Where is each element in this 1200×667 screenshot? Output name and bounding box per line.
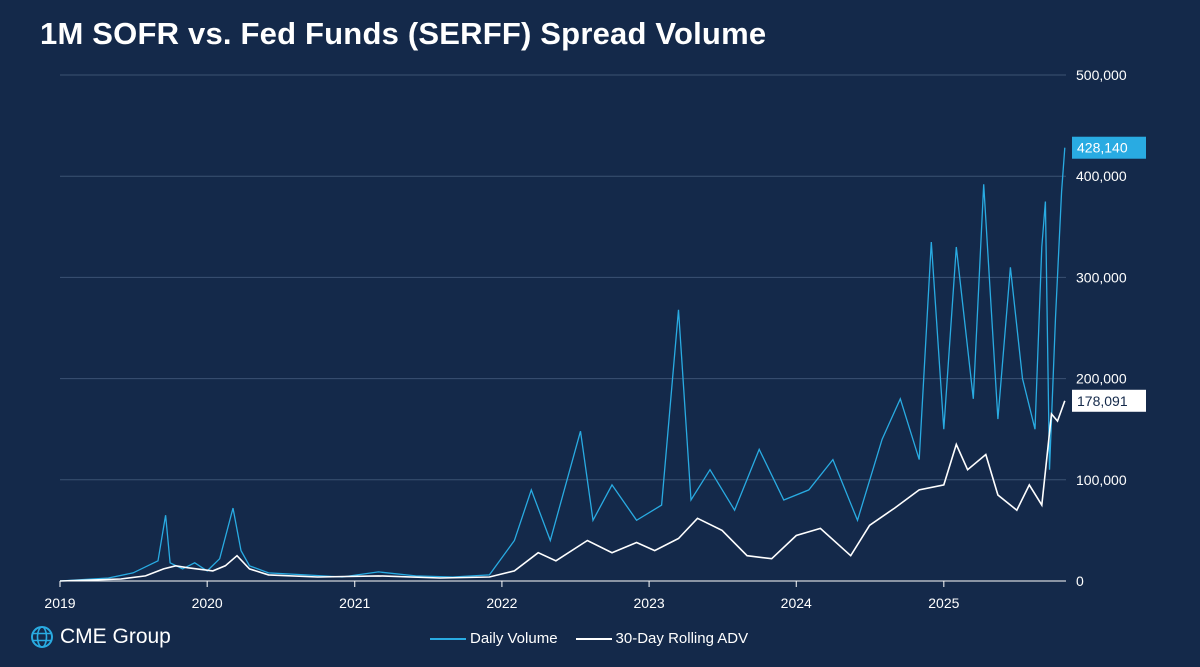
legend-label-rolling-adv: 30-Day Rolling ADV	[615, 630, 749, 647]
chart-title: 1M SOFR vs. Fed Funds (SERFF) Spread Vol…	[40, 16, 767, 51]
grid-lines	[60, 74, 1066, 481]
x-tick-label: 2022	[486, 595, 517, 611]
x-tick-label: 2019	[44, 595, 75, 611]
rolling-adv-last-value: 178,091	[1077, 393, 1128, 409]
legend-swatch-daily-volume	[430, 637, 466, 640]
y-tick-label: 500,000	[1076, 67, 1127, 83]
globe-icon	[31, 626, 53, 648]
x-tick-label: 2024	[781, 595, 812, 611]
y-tick-label: 100,000	[1076, 472, 1127, 488]
y-tick-label: 0	[1076, 573, 1084, 589]
callout-background	[1072, 389, 1146, 412]
legend-item-rolling-adv: 30-Day Rolling ADV	[575, 630, 749, 647]
rolling-adv-last-value-callout: 178,091	[1072, 389, 1146, 412]
x-tick-label: 2025	[928, 595, 959, 611]
chart-legend: Daily Volume 30-Day Rolling ADV	[430, 630, 748, 647]
legend-swatch-rolling-adv	[575, 637, 612, 640]
x-tick-label: 2020	[192, 595, 223, 611]
y-tick-label: 200,000	[1076, 371, 1127, 387]
rolling-adv-series	[59, 400, 1066, 582]
brand-name: CME Group	[60, 625, 171, 648]
daily-volume-last-value-callout: 428,140	[1072, 136, 1146, 159]
x-tick-label: 2021	[339, 595, 370, 611]
daily-volume-last-value: 428,140	[1077, 140, 1128, 156]
cme-group-logo: CME Group	[30, 625, 171, 649]
legend-item-daily-volume: Daily Volume	[430, 630, 558, 647]
y-tick-label: 300,000	[1076, 269, 1127, 285]
legend-label-daily-volume: Daily Volume	[470, 630, 558, 647]
daily-volume-series	[59, 147, 1066, 582]
y-tick-label: 400,000	[1076, 168, 1127, 184]
y-axis-ticks: 0 100,000 200,000 300,000 400,000 500,000	[1076, 67, 1127, 589]
callout-background	[1072, 136, 1146, 159]
x-axis-ticks: 2019 2020 2021 2022 2023 2024 2025	[44, 581, 960, 611]
x-tick-label: 2023	[634, 595, 665, 611]
